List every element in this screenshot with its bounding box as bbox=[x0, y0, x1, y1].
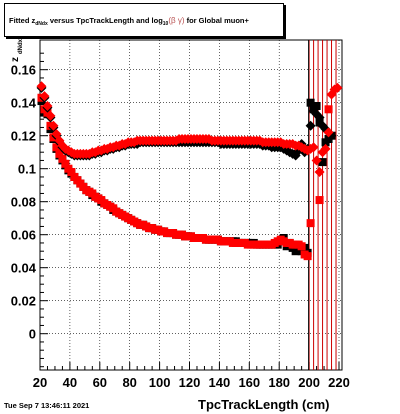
x-tick-label: 120 bbox=[179, 375, 201, 390]
y-axis-title-subscript: dNdx bbox=[18, 38, 24, 54]
data-point-diamond-red bbox=[332, 82, 343, 93]
x-tick-label: 20 bbox=[33, 375, 47, 390]
x-tick-label: 200 bbox=[298, 375, 320, 390]
data-point-square-red bbox=[315, 196, 324, 205]
title-suffix: for Global muon+ bbox=[184, 15, 249, 25]
y-tick-label: 0.14 bbox=[11, 96, 37, 111]
y-tick-label: 0 bbox=[29, 327, 36, 342]
data-point-diamond-red bbox=[36, 81, 47, 92]
data-point-diamond-red bbox=[314, 167, 325, 177]
x-tick-label: 140 bbox=[209, 375, 231, 390]
plot-frame bbox=[39, 39, 343, 371]
chart-title-box: Fitted zdNdx versus TpcTrackLength and l… bbox=[4, 3, 284, 37]
y-tick-label: 0.08 bbox=[11, 195, 36, 210]
data-point-square-black bbox=[306, 98, 315, 107]
data-point-diamond-red bbox=[311, 155, 322, 166]
data-point-square-red bbox=[55, 149, 64, 158]
y-tick-label: 0.1 bbox=[18, 162, 36, 177]
x-tick-label: 40 bbox=[63, 375, 77, 390]
data-point-square-red bbox=[58, 154, 67, 163]
data-point-square-red bbox=[52, 143, 61, 152]
x-tick-label: 160 bbox=[238, 375, 260, 390]
data-point-square-red bbox=[306, 219, 315, 228]
y-tick-label: 0.06 bbox=[11, 228, 36, 243]
x-tick-label: 100 bbox=[149, 375, 171, 390]
y-tick-label: 0.16 bbox=[11, 63, 36, 78]
y-tick-label: 0.04 bbox=[11, 261, 37, 276]
data-point-diamond-black bbox=[314, 112, 325, 123]
data-point-diamond-red bbox=[320, 143, 331, 154]
title-beta-gamma: (β γ) bbox=[168, 15, 185, 25]
data-point-square-red bbox=[297, 242, 306, 251]
data-point-diamond-red bbox=[323, 127, 334, 138]
x-tick-label: 180 bbox=[268, 375, 290, 390]
data-point-diamond-black bbox=[305, 120, 316, 131]
title-prefix: Fitted z bbox=[9, 15, 36, 25]
data-point-diamond-red bbox=[39, 91, 50, 102]
footer-date: Tue Sep 7 13:46:11 2021 bbox=[4, 401, 90, 410]
data-point-square-red bbox=[324, 105, 333, 114]
x-tick-label: 80 bbox=[122, 375, 136, 390]
chart-title: Fitted zdNdx versus TpcTrackLength and l… bbox=[5, 15, 249, 27]
data-point-square-red bbox=[61, 159, 70, 168]
data-point-diamond-red bbox=[308, 142, 319, 153]
x-tick-label: 60 bbox=[93, 375, 107, 390]
x-tick-label: 220 bbox=[328, 375, 350, 390]
y-tick-label: 0.02 bbox=[11, 294, 36, 309]
data-point-diamond-red bbox=[48, 120, 59, 131]
data-point-diamond-red bbox=[42, 101, 53, 111]
data-point-diamond-red bbox=[45, 110, 56, 121]
title-subscript-10: 10 bbox=[162, 20, 169, 27]
data-point-square-red bbox=[303, 252, 312, 261]
y-axis-title: z bbox=[10, 57, 21, 62]
data-point-square-black bbox=[312, 102, 321, 110]
title-middle: versus TpcTrackLength and log bbox=[47, 15, 163, 25]
x-axis-title: TpcTrackLength (cm) bbox=[198, 397, 330, 412]
data-point-square-black bbox=[318, 158, 327, 167]
data-point-diamond-red bbox=[54, 135, 65, 146]
title-subscript-dndx: dNdx bbox=[35, 20, 48, 27]
y-tick-label: 0.12 bbox=[11, 129, 36, 144]
data-point-square-red bbox=[67, 168, 76, 176]
